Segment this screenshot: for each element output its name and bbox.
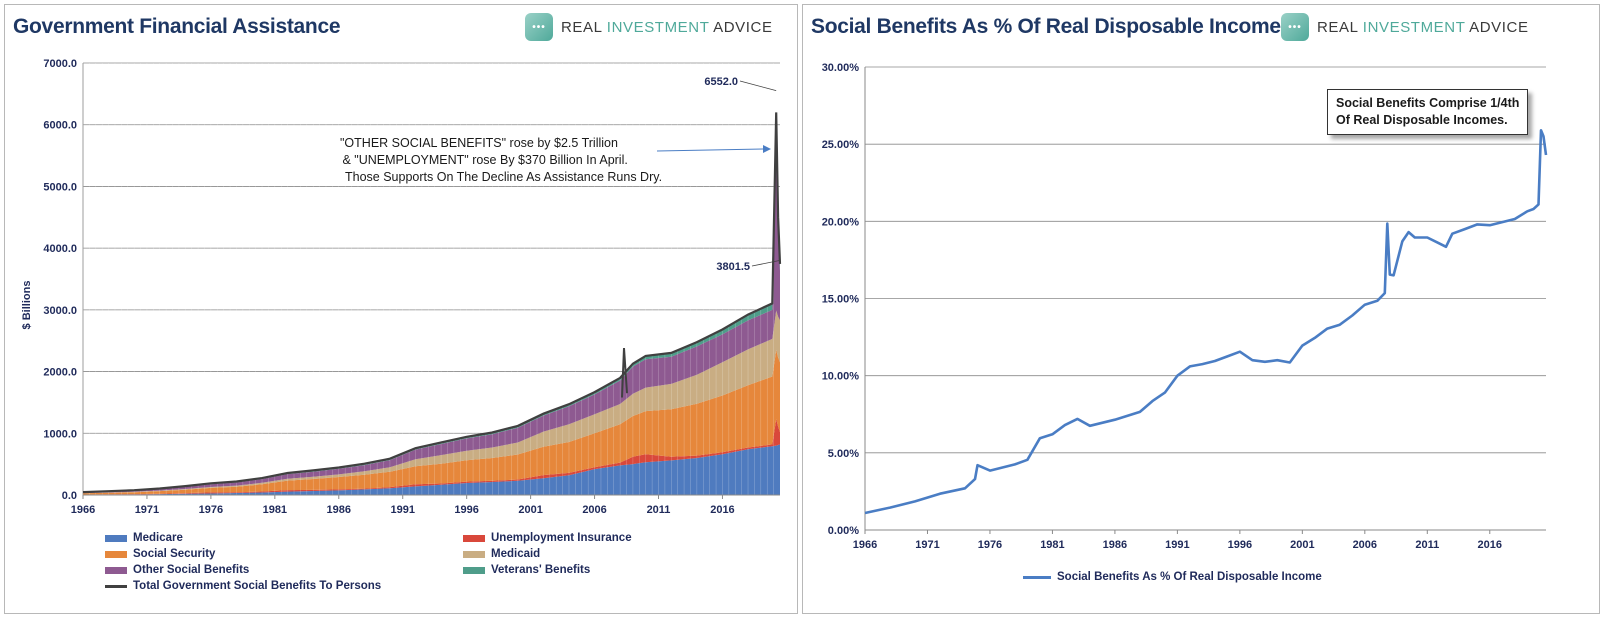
x-tick-label: 2016 <box>1478 539 1502 551</box>
y-tick-label: 20.00% <box>822 216 860 228</box>
x-tick-label: 1996 <box>1228 539 1252 551</box>
y-tick-label: 5.00% <box>828 448 859 460</box>
y-tick-label: 6000.0 <box>43 120 77 132</box>
y-tick-label: 25.00% <box>822 139 860 151</box>
y-tick-label: 30.00% <box>822 62 860 74</box>
legend-swatch <box>463 566 485 574</box>
y-tick-label: 3000.0 <box>43 305 77 317</box>
x-tick-label: 2016 <box>710 504 734 516</box>
left-logo: ••• REAL INVESTMENT ADVICE <box>525 13 773 41</box>
x-tick-label: 1981 <box>263 504 287 516</box>
x-tick-label: 2001 <box>518 504 542 516</box>
y-tick-label: 4000.0 <box>43 243 77 255</box>
right-logo: ••• REAL INVESTMENT ADVICE <box>1281 13 1529 41</box>
legend-label: Social Security <box>133 548 216 560</box>
x-tick-label: 2011 <box>647 504 671 516</box>
legend-swatch <box>105 566 127 574</box>
legend-label: Medicaid <box>491 548 541 560</box>
x-tick-label: 1976 <box>978 539 1002 551</box>
x-tick-label: 1991 <box>390 504 414 516</box>
legend-item-medicare: Medicare <box>105 532 183 544</box>
right-line-chart: 0.00% 5.00% 10.00% 15.00% 20.00% 25.00% 30.00%… <box>822 62 1548 551</box>
y-tick-label: 2000.0 <box>43 367 77 379</box>
chat-bubble-icon: ••• <box>1281 13 1309 41</box>
left-chart-panel: Government Financial Assistance ••• REAL… <box>4 4 798 614</box>
annotation-line-2: & "UNEMPLOYMENT" rose By $370 Billion In… <box>339 153 628 167</box>
total-line <box>82 112 782 494</box>
legend-swatch <box>1023 575 1051 579</box>
x-tick-label: 2006 <box>582 504 606 516</box>
x-tick-label: 1996 <box>454 504 478 516</box>
legend-label: Unemployment Insurance <box>491 532 632 544</box>
annotation-arrow <box>656 148 766 152</box>
area-series-medicaid <box>83 310 780 494</box>
benefits-pct-line <box>864 129 1548 515</box>
x-tick-label: 1986 <box>327 504 351 516</box>
y-axis-label: $ Billions <box>21 281 33 330</box>
legend-item-medicaid: Medicaid <box>463 548 540 560</box>
label-peak: 6552.0 <box>704 76 738 88</box>
left-logo-text: REAL INVESTMENT ADVICE <box>561 18 773 36</box>
annotation-arrowhead <box>763 145 771 153</box>
legend-item-social-security: Social Security <box>105 548 215 560</box>
label-last: 3801.5 <box>716 261 750 273</box>
legend-label: Other Social Benefits <box>133 564 250 576</box>
annotation-line-1: "OTHER SOCIAL BENEFITS" rose by $2.5 Tri… <box>340 136 618 150</box>
legend-item-veterans: Veterans' Benefits <box>463 564 590 576</box>
x-tick-label: 1976 <box>199 504 223 516</box>
y-tick-label: 0.0 <box>62 490 77 502</box>
y-tick-label: 1000.0 <box>43 428 77 440</box>
legend-label: Social Benefits As % Of Real Disposable … <box>1057 571 1322 583</box>
legend-label: Veterans' Benefits <box>491 564 591 576</box>
label-last-leader <box>751 260 781 267</box>
right-chart-title: Social Benefits As % Of Real Disposable … <box>811 15 1281 38</box>
legend-swatch <box>105 584 127 588</box>
y-tick-label: 0.00% <box>828 525 859 537</box>
y-tick-label: 5000.0 <box>43 181 77 193</box>
left-area-chart: 0.0 1000.0 2000.0 3000.0 4000.0 5000.0 6000.0 7… <box>21 58 782 516</box>
left-chart-title: Government Financial Assistance <box>13 15 341 38</box>
area-series-unemployment-insurance <box>83 419 780 495</box>
right-logo-text: REAL INVESTMENT ADVICE <box>1317 18 1529 36</box>
x-tick-label: 1986 <box>1103 539 1127 551</box>
callout-line: Social Benefits Comprise 1/4th <box>1336 96 1520 110</box>
legend-swatch <box>105 550 127 558</box>
label-peak-leader <box>739 80 777 92</box>
legend-item-total: Total Government Social Benefits To Pers… <box>105 580 381 592</box>
x-tick-label: 1966 <box>853 539 877 551</box>
y-tick-label: 15.00% <box>822 294 860 306</box>
area-series-other-social-benefits <box>83 119 780 494</box>
x-tick-label: 1981 <box>1040 539 1064 551</box>
legend-item-other-social: Other Social Benefits <box>105 564 249 576</box>
x-tick-label: 2006 <box>1353 539 1377 551</box>
right-chart-panel: Social Benefits As % Of Real Disposable … <box>802 4 1600 614</box>
legend-label: Medicare <box>133 532 183 544</box>
y-tick-label: 7000.0 <box>43 58 77 70</box>
legend-item-benefits-pct: Social Benefits As % Of Real Disposable … <box>1023 571 1322 583</box>
x-tick-label: 1966 <box>71 504 95 516</box>
chat-bubble-icon: ••• <box>525 13 553 41</box>
legend-swatch <box>463 550 485 558</box>
area-series-social-security <box>83 350 780 495</box>
legend-swatch <box>105 534 127 542</box>
x-tick-label: 2001 <box>1290 539 1314 551</box>
total-line-2008-spike <box>621 348 628 398</box>
area-series-medicare <box>83 444 780 495</box>
x-tick-label: 1991 <box>1165 539 1189 551</box>
legend-label: Total Government Social Benefits To Pers… <box>133 580 382 592</box>
y-tick-label: 10.00% <box>822 371 860 383</box>
legend-swatch <box>463 534 485 542</box>
x-tick-label: 2011 <box>1415 539 1439 551</box>
x-tick-label: 1971 <box>915 539 939 551</box>
legend-item-unemployment: Unemployment Insurance <box>463 532 632 544</box>
callout-line: Of Real Disposable Incomes. <box>1336 113 1508 127</box>
annotation-line-3: Those Supports On The Decline As Assista… <box>345 170 662 184</box>
right-callout-box: Social Benefits Comprise 1/4th Of Real D… <box>1327 89 1529 135</box>
x-tick-label: 1971 <box>135 504 159 516</box>
